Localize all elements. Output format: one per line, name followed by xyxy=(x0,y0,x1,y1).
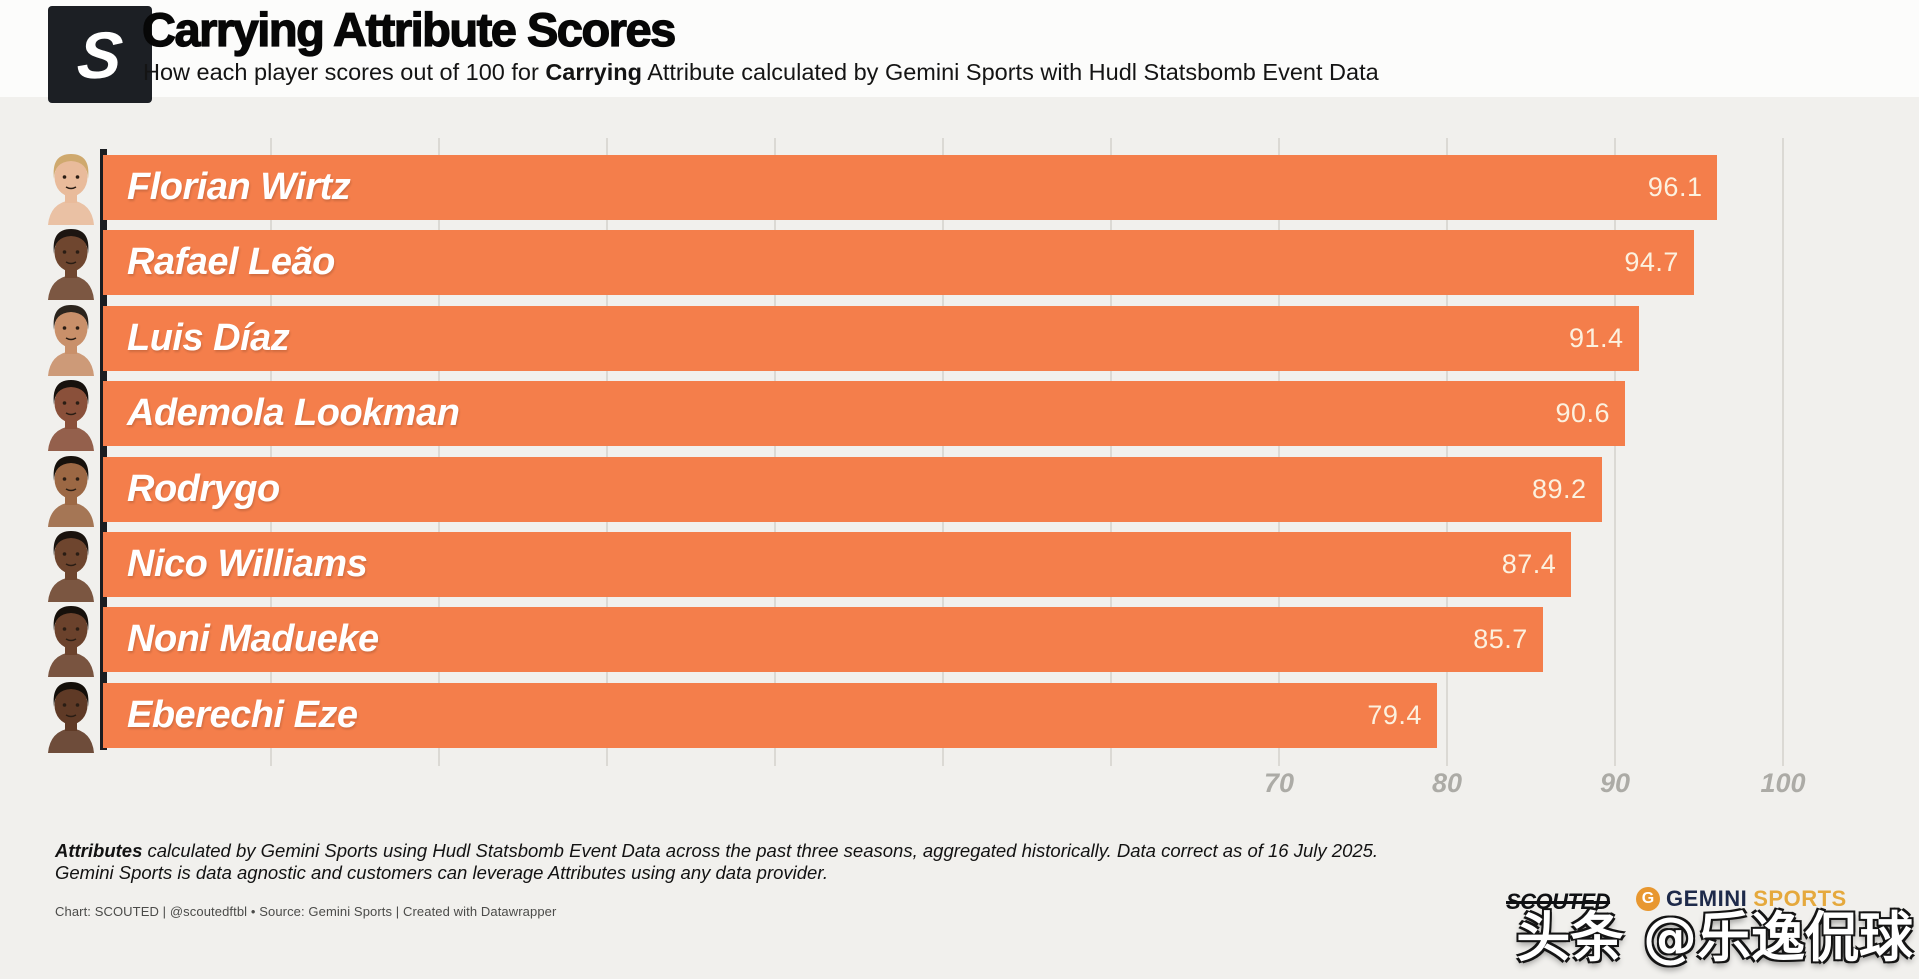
player-name: Nico Williams xyxy=(127,543,368,585)
player-name: Rafael Leão xyxy=(127,241,335,284)
gemini-g-icon: G xyxy=(1636,887,1660,911)
player-headshot-icon xyxy=(48,455,94,527)
player-avatar xyxy=(42,524,100,602)
footnote-rest: calculated by Gemini Sports using Hudl S… xyxy=(142,840,1379,861)
gridline-80 xyxy=(1446,138,1448,766)
scouted-logo-letter: S xyxy=(74,17,126,92)
footnote: Attributes calculated by Gemini Sports u… xyxy=(55,840,1378,884)
footnote-line-1: Attributes calculated by Gemini Sports u… xyxy=(55,840,1378,862)
gridline-40 xyxy=(774,138,776,766)
score-bar[interactable]: Noni Madueke 85.7 xyxy=(103,607,1543,673)
player-avatar xyxy=(42,599,100,678)
player-headshot-icon xyxy=(48,304,94,376)
x-tick-label-90: 90 xyxy=(1599,768,1631,798)
x-tick-label-100: 100 xyxy=(1760,768,1806,798)
gemini-sports-logo: G GEMINI SPORTS xyxy=(1636,886,1847,912)
score-bar[interactable]: Luis Díaz 91.4 xyxy=(103,305,1639,371)
player-avatar xyxy=(42,373,100,452)
player-avatar xyxy=(42,298,100,376)
score-bar[interactable]: Ademola Lookman 90.6 xyxy=(103,381,1626,447)
score-value: 79.4 xyxy=(1367,699,1422,730)
toutiao-watermark: 头条 @乐逸侃球 xyxy=(1516,906,1913,969)
gemini-wordmark: GEMINI xyxy=(1666,886,1748,911)
gridline-50 xyxy=(942,138,944,766)
player-name: Florian Wirtz xyxy=(127,166,351,208)
score-bar[interactable]: Nico Williams 87.4 xyxy=(103,532,1572,597)
player-avatar xyxy=(42,147,100,225)
player-name: Rodrygo xyxy=(127,467,280,510)
player-name: Luis Díaz xyxy=(127,316,290,359)
player-name: Ademola Lookman xyxy=(127,392,460,435)
subtitle-bold-word: Carrying xyxy=(545,59,642,85)
score-value: 91.4 xyxy=(1568,322,1624,353)
player-avatar xyxy=(42,222,100,301)
player-headshot-icon xyxy=(48,380,94,452)
gridline-70 xyxy=(1278,138,1280,766)
player-name: Noni Madueke xyxy=(127,618,379,661)
score-value: 89.2 xyxy=(1531,473,1587,504)
score-value: 96.1 xyxy=(1647,172,1703,202)
player-headshot-icon xyxy=(48,531,94,602)
score-bar[interactable]: Eberechi Eze 79.4 xyxy=(103,682,1437,748)
player-headshot-icon xyxy=(48,229,94,301)
score-bar[interactable]: Rodrygo 89.2 xyxy=(103,456,1602,522)
score-value: 85.7 xyxy=(1473,624,1528,655)
player-headshot-icon xyxy=(48,154,94,225)
player-headshot-icon xyxy=(48,606,94,678)
score-value: 87.4 xyxy=(1501,549,1557,579)
score-value: 94.7 xyxy=(1624,247,1679,278)
player-avatar xyxy=(42,675,100,753)
subtitle-prefix: How each player scores out of 100 for xyxy=(143,59,546,85)
gridline-20 xyxy=(438,138,440,766)
page-title: Carrying Attribute Scores xyxy=(141,2,677,56)
score-bar[interactable]: Rafael Leão 94.7 xyxy=(103,230,1694,296)
footnote-line-2: Gemini Sports is data agnostic and custo… xyxy=(55,862,828,883)
gridline-100 xyxy=(1782,138,1784,766)
footnote-lead-word: Attributes xyxy=(55,840,143,861)
x-tick-label-80: 80 xyxy=(1431,768,1463,798)
chart-header: S Carrying Attribute Scores How each pla… xyxy=(0,0,1919,103)
sports-wordmark: SPORTS xyxy=(1753,886,1847,911)
player-name: Eberechi Eze xyxy=(127,693,358,736)
y-axis-baseline xyxy=(100,149,107,750)
chart-attribution: Chart: SCOUTED | @scoutedftbl • Source: … xyxy=(55,904,557,919)
score-value: 90.6 xyxy=(1555,398,1611,429)
player-headshot-icon xyxy=(48,681,94,753)
scouted-logo-icon: S xyxy=(48,6,152,103)
page-subtitle: How each player scores out of 100 for Ca… xyxy=(143,59,1379,86)
scouted-wordmark: SCOUTED xyxy=(1506,889,1611,914)
gridline-60 xyxy=(1110,138,1112,766)
bar-chart: Florian Wirtz 96.1 Rafael Leão 94.7 Luis Día… xyxy=(0,97,1919,817)
x-tick-label-70: 70 xyxy=(1263,768,1295,798)
gridline-30 xyxy=(606,138,608,766)
gridline-90 xyxy=(1614,138,1616,766)
gridline-10 xyxy=(270,138,272,766)
subtitle-suffix: Attribute calculated by Gemini Sports wi… xyxy=(641,59,1379,85)
score-bar[interactable]: Florian Wirtz 96.1 xyxy=(103,155,1718,220)
player-avatar xyxy=(42,449,100,527)
